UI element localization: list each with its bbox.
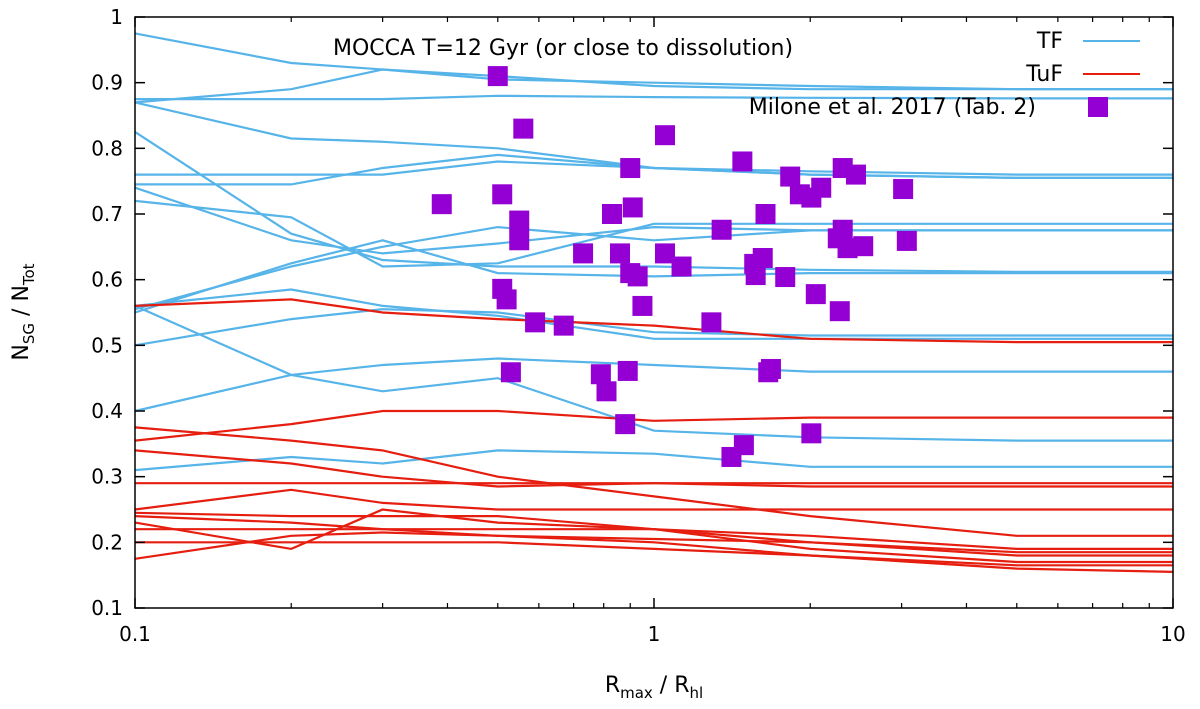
data-point-28 [811,177,832,198]
data-point-39 [745,265,766,286]
line-tf-1 [134,68,1173,104]
line-tuf-11 [134,531,1173,560]
data-point-16 [632,295,653,316]
y-tick-label: 0.9 [91,71,123,95]
data-point-1 [513,118,534,139]
y-tick-label: 0.7 [91,202,123,226]
y-tick-label: 0.4 [91,399,123,423]
data-point-15 [671,256,692,277]
line-tuf-10 [135,541,1173,567]
scatter-points [431,66,917,467]
chart-title: MOCCA T=12 Gyr (or close to dissolution) [333,36,793,61]
line-tf-2 [135,94,1173,101]
line-tf-9 [134,225,1173,311]
legend-marker-milone [1088,97,1108,117]
line-tuf-0 [134,298,1173,344]
data-point-36 [853,236,874,257]
legend: TF TuF Milone et al. 2017 (Tab. 2) [749,29,1140,120]
line-tf-12 [134,288,1173,340]
line-tf-4 [135,160,1173,176]
data-point-3 [431,194,452,215]
data-point-31 [893,179,914,200]
data-point-40 [775,267,796,288]
data-point-49 [721,446,742,467]
x-tick-label: 1 [648,622,661,646]
legend-label-tuf: TuF [1025,62,1063,87]
data-point-30 [845,164,866,185]
data-point-25 [780,166,801,187]
legend-label-milone: Milone et al. 2017 (Tab. 2) [749,95,1036,120]
data-point-18 [496,289,517,310]
data-point-14 [654,243,675,264]
y-tick-label: 0.2 [91,530,123,554]
line-tuf-4 [135,482,1173,488]
data-point-44 [590,364,611,385]
legend-label-tf: TF [1036,29,1063,54]
data-point-22 [711,219,732,240]
data-point-46 [596,381,617,402]
data-point-45 [617,360,638,381]
y-tick-label: 0.8 [91,136,123,160]
data-point-21 [701,312,722,333]
line-tf-15 [134,449,1173,472]
line-tuf-3 [134,449,1173,488]
data-point-38 [752,247,773,268]
data-point-23 [732,151,753,172]
data-point-13 [627,266,648,287]
x-axis-label: Rmax / Rhl [605,673,703,702]
line-tuf-7 [134,515,1173,550]
line-tf-6 [134,101,1173,179]
line-tuf-5 [134,488,1173,511]
y-tick-label: 1 [110,5,123,29]
x-tick-label: 10 [1160,622,1185,646]
data-point-8 [602,204,623,224]
data-point-7 [620,158,641,179]
y-tick-label: 0.1 [91,596,123,620]
line-tuf-1 [134,409,1173,442]
data-point-51 [758,362,779,383]
y-tick-label: 0.3 [91,465,123,489]
y-tick-label: 0.5 [91,333,123,357]
data-point-32 [896,230,917,251]
y-tick-label: 0.6 [91,268,123,292]
data-point-9 [622,197,643,218]
data-point-4 [492,184,513,205]
data-point-43 [500,362,521,383]
data-point-0 [487,66,508,87]
data-point-52 [801,423,822,444]
data-point-5 [509,210,530,231]
data-point-41 [805,284,826,305]
line-tf-13 [134,357,1173,413]
line-tuf-9 [135,528,1174,573]
line-tf-14 [134,304,1173,442]
data-point-34 [832,219,853,240]
data-point-24 [755,204,776,224]
line-tf-3 [134,130,1173,273]
data-point-35 [837,238,858,259]
data-point-47 [615,414,636,435]
axis-ticks: 0.1 0.2 0.3 0.4 0.5 0.6 0.7 0.8 0.9 1 0.1 1 10 [91,5,1186,646]
data-point-42 [829,301,850,322]
line-tf-10 [134,239,1173,314]
data-point-20 [553,315,574,336]
data-point-6 [509,230,530,251]
data-point-2 [654,125,675,146]
data-point-10 [573,243,594,264]
data-point-11 [610,243,631,264]
line-tf-5 [135,153,1173,186]
line-tuf-2 [134,426,1173,537]
y-axis-label: NSG / NTot [9,263,38,360]
data-point-19 [525,312,546,333]
series-lines [134,32,1174,573]
line-tuf-6 [134,511,1173,557]
line-tf-8 [134,186,1173,255]
x-tick-label: 0.1 [119,622,151,646]
